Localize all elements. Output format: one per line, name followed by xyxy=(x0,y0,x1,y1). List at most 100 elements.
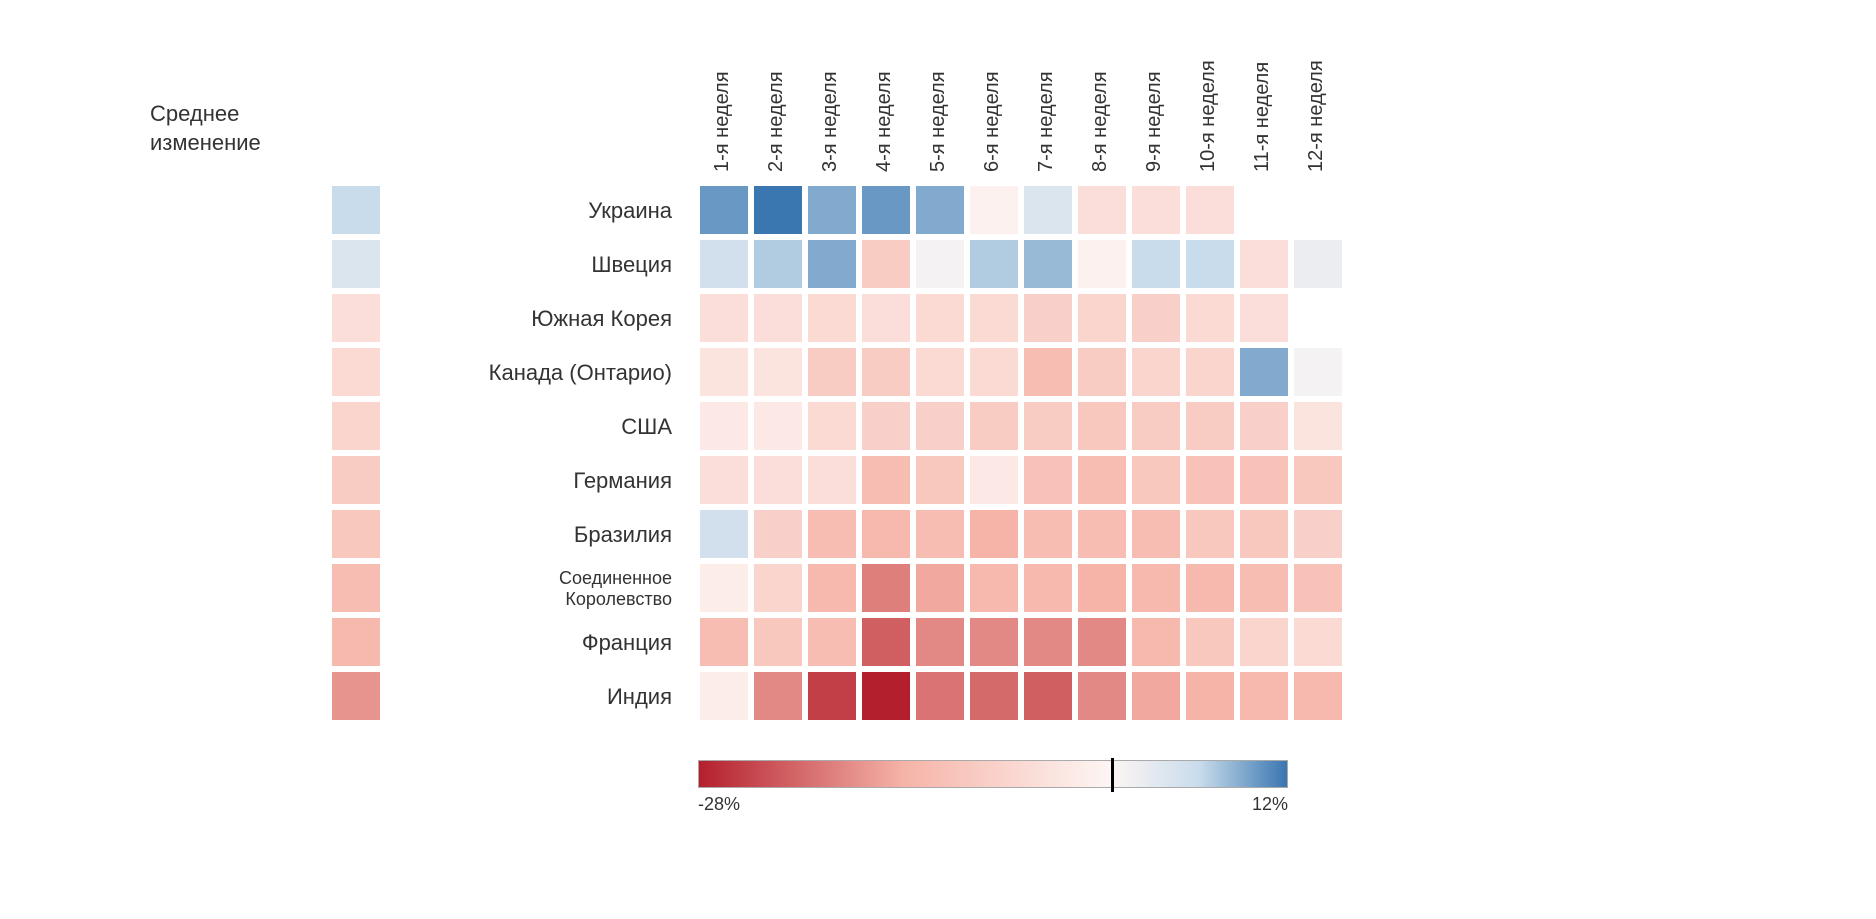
column-header: 10-я неделя xyxy=(1197,60,1220,172)
avg-cell xyxy=(330,346,382,398)
heatmap-cell xyxy=(1238,670,1290,722)
heatmap-row xyxy=(698,508,1346,560)
heatmap-row xyxy=(698,292,1346,344)
row-label: Индия xyxy=(400,670,690,724)
avg-cell xyxy=(330,184,382,236)
heatmap-cell xyxy=(914,670,966,722)
heatmap-cell xyxy=(1022,292,1074,344)
heatmap-cell xyxy=(914,454,966,506)
heatmap-cell xyxy=(1022,616,1074,668)
heatmap-cell xyxy=(1184,292,1236,344)
heatmap-cell xyxy=(860,238,912,290)
column-header: 2-я неделя xyxy=(765,71,788,172)
avg-column xyxy=(330,184,382,724)
heatmap-cell xyxy=(860,562,912,614)
heatmap-cell xyxy=(1238,238,1290,290)
avg-change-title: Среднее изменение xyxy=(150,100,261,157)
heatmap-cell xyxy=(1184,616,1236,668)
heatmap-cell xyxy=(968,292,1020,344)
heatmap-cell xyxy=(806,454,858,506)
heatmap-cell xyxy=(1022,670,1074,722)
legend-gradient-bar xyxy=(698,760,1288,788)
heatmap-cell xyxy=(1022,346,1074,398)
avg-cell xyxy=(330,400,382,452)
heatmap-cell xyxy=(914,562,966,614)
heatmap-cell xyxy=(968,616,1020,668)
heatmap-cell xyxy=(1130,508,1182,560)
heatmap-cell xyxy=(968,346,1020,398)
heatmap-cell xyxy=(1130,400,1182,452)
column-header: 5-я неделя xyxy=(927,71,950,172)
heatmap-cell xyxy=(1076,238,1128,290)
heatmap-cell xyxy=(806,238,858,290)
heatmap-cell xyxy=(1238,454,1290,506)
heatmap-cell xyxy=(752,346,804,398)
heatmap-cell xyxy=(968,238,1020,290)
heatmap-cell xyxy=(914,238,966,290)
heatmap-cell xyxy=(914,184,966,236)
heatmap-row xyxy=(698,670,1346,722)
heatmap-cell xyxy=(1238,292,1290,344)
heatmap-cell xyxy=(1292,346,1344,398)
row-label: Канада (Онтарио) xyxy=(400,346,690,400)
heatmap-cell xyxy=(1130,616,1182,668)
heatmap-cell xyxy=(860,616,912,668)
heatmap-cell xyxy=(806,562,858,614)
heatmap-cell xyxy=(1292,454,1344,506)
heatmap-cell xyxy=(1292,616,1344,668)
heatmap-cell xyxy=(968,400,1020,452)
heatmap-cell xyxy=(752,292,804,344)
heatmap-row xyxy=(698,184,1346,236)
heatmap-row xyxy=(698,562,1346,614)
heatmap-cell xyxy=(1184,400,1236,452)
column-header: 9-я неделя xyxy=(1143,71,1166,172)
row-label: Германия xyxy=(400,454,690,508)
heatmap-cell xyxy=(1022,562,1074,614)
avg-cell xyxy=(330,670,382,722)
heatmap-cell xyxy=(752,184,804,236)
heatmap-row xyxy=(698,616,1346,668)
heatmap-grid xyxy=(698,184,1346,724)
avg-cell xyxy=(330,238,382,290)
heatmap-cell xyxy=(860,184,912,236)
heatmap-cell xyxy=(1130,292,1182,344)
heatmap-cell xyxy=(1184,184,1236,236)
heatmap-cell xyxy=(752,562,804,614)
heatmap-cell xyxy=(806,292,858,344)
heatmap-cell xyxy=(1292,292,1344,344)
row-label: Франция xyxy=(400,616,690,670)
heatmap-row xyxy=(698,454,1346,506)
heatmap-cell xyxy=(860,346,912,398)
heatmap-cell xyxy=(1238,400,1290,452)
heatmap-cell xyxy=(1292,184,1344,236)
heatmap-cell xyxy=(968,562,1020,614)
heatmap-cell xyxy=(698,562,750,614)
heatmap-cell xyxy=(1292,508,1344,560)
heatmap-cell xyxy=(752,454,804,506)
heatmap-cell xyxy=(968,454,1020,506)
heatmap-cell xyxy=(1076,292,1128,344)
column-header: 1-я неделя xyxy=(711,71,734,172)
heatmap-cell xyxy=(1076,562,1128,614)
heatmap-cell xyxy=(914,346,966,398)
heatmap-cell xyxy=(1022,454,1074,506)
heatmap-cell xyxy=(1022,508,1074,560)
heatmap-cell xyxy=(860,670,912,722)
heatmap-cell xyxy=(1022,400,1074,452)
legend-max-label: 12% xyxy=(1252,794,1288,815)
heatmap-cell xyxy=(698,184,750,236)
row-label: Украина xyxy=(400,184,690,238)
heatmap-cell xyxy=(1292,670,1344,722)
heatmap-cell xyxy=(860,400,912,452)
heatmap-cell xyxy=(860,508,912,560)
column-header: 11-я неделя xyxy=(1251,62,1274,172)
heatmap-cell xyxy=(1238,562,1290,614)
avg-title-line-1: Среднее xyxy=(150,100,261,129)
legend-min-label: -28% xyxy=(698,794,740,815)
heatmap-cell xyxy=(1076,184,1128,236)
heatmap-cell xyxy=(1184,454,1236,506)
heatmap-cell xyxy=(1022,238,1074,290)
heatmap-cell xyxy=(1184,346,1236,398)
column-header: 6-я неделя xyxy=(981,71,1004,172)
heatmap-cell xyxy=(698,346,750,398)
